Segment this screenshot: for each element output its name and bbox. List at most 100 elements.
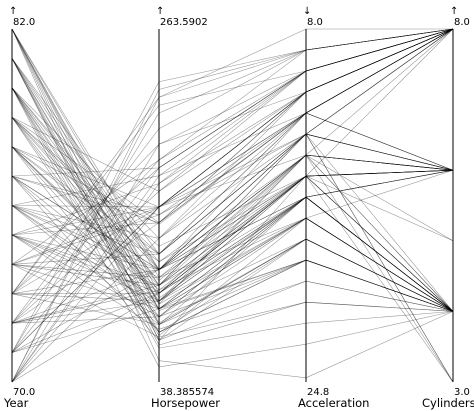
record-line-9	[11, 58, 454, 341]
record-line-2	[11, 28, 454, 312]
record-line-54	[11, 28, 454, 295]
record-line-6	[11, 58, 454, 333]
record-line-69	[11, 154, 454, 353]
record-line-92	[11, 87, 454, 383]
record-line-46	[11, 169, 454, 294]
record-line-35	[11, 175, 454, 341]
record-line-21	[11, 117, 454, 333]
record-line-95	[11, 117, 454, 282]
record-line-31	[11, 28, 454, 177]
record-line-108	[11, 58, 454, 324]
axis-min-label-horsepower: 38.385574	[160, 387, 214, 398]
record-line-62	[11, 28, 454, 324]
record-line-66	[11, 28, 454, 353]
axis-arrow-year: ↑	[9, 6, 17, 17]
record-line-36	[11, 28, 454, 208]
record-line-67	[11, 196, 454, 353]
record-line-51	[11, 28, 454, 265]
record-line-106	[11, 169, 454, 324]
record-line-5	[11, 28, 454, 279]
record-line-83	[11, 28, 454, 239]
record-line-80	[11, 28, 454, 294]
record-line-44	[11, 217, 454, 318]
record-line-55	[11, 196, 454, 312]
record-line-102	[11, 205, 454, 312]
record-line-41	[11, 133, 454, 255]
record-line-94	[11, 175, 454, 302]
record-line-32	[11, 175, 454, 318]
record-line-49	[11, 217, 454, 312]
record-line-103	[11, 28, 454, 294]
record-line-1	[11, 28, 454, 312]
record-line-87	[11, 58, 454, 346]
record-line-74	[11, 28, 454, 383]
record-line-61	[11, 217, 454, 324]
axis-cylinders: ↑ 8.0 3.0 Cylinders	[422, 6, 474, 410]
record-line-3	[11, 28, 454, 271]
record-line-112	[11, 169, 454, 286]
record-line-53	[11, 133, 454, 265]
record-line-58	[11, 28, 454, 294]
axis-horsepower: ↑ 263.5902 38.385574 Horsepower	[151, 6, 220, 410]
record-line-65	[11, 28, 454, 324]
record-line-8	[11, 58, 454, 255]
record-line-56	[11, 28, 454, 295]
record-line-7	[11, 58, 454, 312]
axis-max-label-acceleration: 8.0	[307, 17, 323, 28]
record-line-98	[11, 28, 454, 225]
record-line-38	[11, 169, 454, 278]
record-line-22	[11, 28, 454, 192]
record-line-59	[11, 238, 454, 325]
axis-arrow-cylinders: ↑	[450, 6, 458, 17]
record-line-25	[11, 28, 454, 208]
record-line-24	[11, 146, 454, 286]
axes-layer: ↑ 82.0 70.0 Year ↑ 263.5902 38.385574 Ho…	[3, 6, 474, 410]
record-line-50	[11, 169, 454, 286]
record-line-60	[11, 28, 454, 324]
record-line-14	[11, 87, 454, 271]
record-line-78	[11, 28, 453, 383]
record-line-43	[11, 28, 454, 236]
record-line-76	[11, 28, 454, 383]
axis-max-label-year: 82.0	[13, 17, 35, 28]
record-line-39	[11, 28, 454, 206]
axis-name-horsepower[interactable]: Horsepower	[151, 396, 220, 410]
record-line-85	[11, 117, 454, 255]
axis-min-label-cylinders: 3.0	[454, 387, 470, 398]
axis-arrow-acceleration: ↓	[303, 6, 311, 17]
record-line-63	[11, 169, 454, 324]
record-line-81	[11, 28, 454, 324]
axis-name-acceleration[interactable]: Acceleration	[298, 396, 369, 410]
record-line-26	[11, 146, 454, 312]
record-line-84	[11, 146, 454, 263]
record-line-15	[11, 87, 454, 325]
record-line-105	[11, 28, 454, 383]
record-line-64	[11, 259, 454, 324]
record-line-27	[11, 112, 454, 255]
record-line-52	[11, 264, 454, 338]
record-line-68	[11, 28, 454, 353]
record-line-101	[11, 169, 454, 278]
record-line-37	[11, 196, 454, 312]
record-line-86	[11, 87, 454, 349]
axis-max-label-horsepower: 263.5902	[160, 17, 208, 28]
axis-arrow-horsepower: ↑	[156, 6, 164, 17]
record-line-107	[11, 28, 454, 247]
record-line-18	[11, 28, 454, 224]
record-line-73	[11, 28, 454, 383]
axis-name-year[interactable]: Year	[3, 396, 29, 410]
axis-year: ↑ 82.0 70.0 Year	[3, 6, 35, 410]
record-line-100	[11, 28, 454, 236]
record-line-72	[11, 28, 454, 383]
record-line-90	[11, 154, 454, 383]
record-line-75	[11, 175, 454, 383]
record-line-28	[11, 146, 454, 333]
record-line-97	[11, 58, 454, 271]
record-line-96	[11, 28, 454, 312]
record-line-17	[11, 87, 454, 312]
axis-name-cylinders[interactable]: Cylinders	[422, 396, 474, 410]
record-line-88	[11, 28, 454, 379]
record-line-16	[11, 28, 454, 239]
record-line-29	[11, 146, 454, 294]
